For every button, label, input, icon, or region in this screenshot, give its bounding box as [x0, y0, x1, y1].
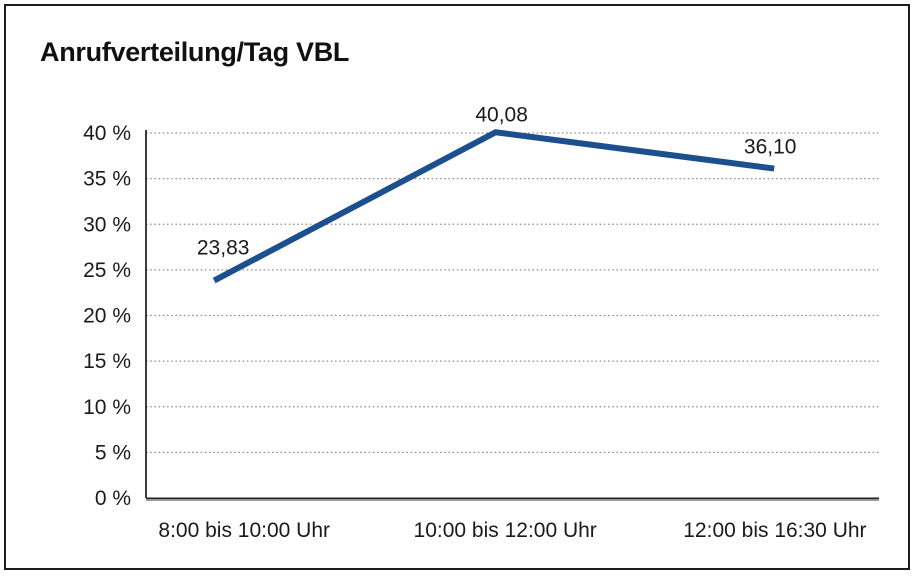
y-tick-label-0: 0 %	[95, 487, 131, 510]
x-category-label-2: 12:00 bis 16:30 Uhr	[683, 519, 866, 542]
data-label-2: 36,10	[744, 136, 797, 159]
y-tick-label-40: 40 %	[83, 122, 131, 145]
chart-frame: Anrufverteilung/Tag VBL 0 % 5 % 10 % 15 % 20…	[4, 4, 910, 570]
chart-title: Anrufverteilung/Tag VBL	[40, 37, 350, 67]
y-tick-label-10: 10 %	[83, 396, 131, 419]
line-chart-canvas: 0 % 5 % 10 % 15 % 20 % 25 % 30 % 35 % 40 % 23,83 4…	[83, 103, 879, 542]
data-label-1: 40,08	[475, 103, 528, 126]
y-tick-label-15: 15 %	[83, 350, 131, 373]
y-tick-label-5: 5 %	[95, 441, 131, 464]
x-category-label-1: 10:00 bis 12:00 Uhr	[414, 519, 597, 542]
y-tick-label-20: 20 %	[83, 305, 131, 328]
y-tick-label-35: 35 %	[83, 168, 131, 191]
y-tick-label-30: 30 %	[83, 213, 131, 236]
data-label-0: 23,83	[197, 237, 250, 260]
series-line	[212, 129, 775, 284]
y-tick-label-25: 25 %	[83, 259, 131, 282]
x-category-label-0: 8:00 bis 10:00 Uhr	[158, 519, 330, 542]
